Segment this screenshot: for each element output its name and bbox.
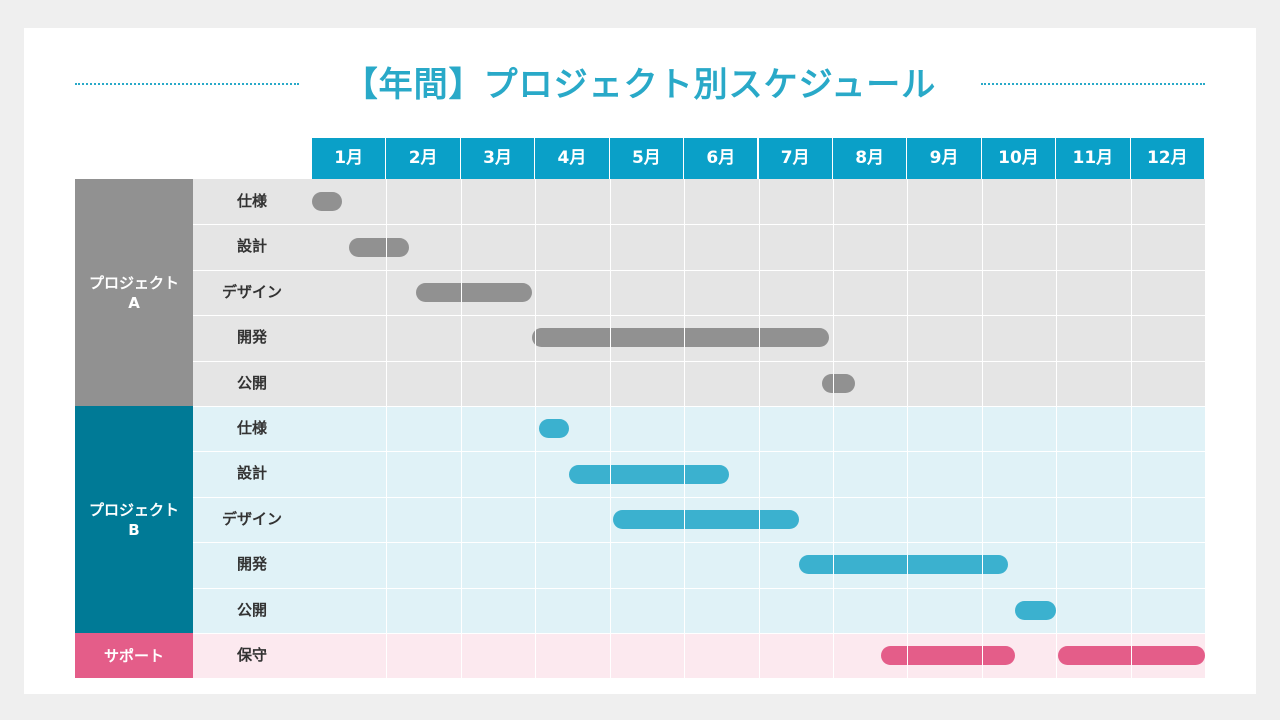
title-divider-right	[981, 83, 1205, 85]
month-header: 6月	[684, 138, 759, 179]
task-bar[interactable]	[881, 646, 1016, 666]
task-label: 仕様	[236, 419, 267, 437]
task-bar[interactable]	[613, 510, 800, 529]
group-label-line1: プロジェクト	[88, 273, 179, 292]
month-divider	[981, 179, 983, 679]
task-label: 公開	[236, 373, 267, 392]
task-bar[interactable]	[568, 464, 729, 484]
group-label-line1: サポート	[103, 646, 164, 665]
group-background	[193, 179, 1205, 406]
row-divider	[193, 269, 1205, 271]
month-header: 5月	[609, 138, 685, 179]
row-divider	[193, 406, 1205, 407]
month-header: 10月	[981, 138, 1057, 179]
month-divider	[535, 179, 537, 679]
title-row: 【年間】プロジェクト別スケジュール	[24, 62, 1256, 112]
task-bar[interactable]	[799, 555, 1008, 575]
slide: 【年間】プロジェクト別スケジュール 1月 2月 3月 4月 5月 6月 7月 8月 9月 10月 1…	[24, 28, 1256, 694]
group-label-line2: B	[128, 520, 140, 539]
month-header: 3月	[460, 138, 536, 179]
row-divider	[193, 633, 1205, 634]
group-label-line1: プロジェクト	[88, 500, 179, 519]
task-label: 公開	[236, 600, 267, 619]
month-divider	[832, 179, 834, 679]
row-divider	[193, 315, 1205, 317]
page-title: 【年間】プロジェクト別スケジュール	[343, 65, 937, 105]
month-header: 9月	[907, 138, 982, 179]
row-divider	[193, 587, 1205, 589]
month-header: 1月	[312, 138, 387, 179]
month-divider	[386, 179, 388, 679]
row-divider	[193, 451, 1205, 453]
month-header: 8月	[832, 138, 908, 179]
task-bar[interactable]	[416, 283, 532, 302]
group-label: プロジェクト A	[75, 179, 193, 406]
task-label: 開発	[236, 555, 267, 574]
gantt-chart: 1月 2月 3月 4月 5月 6月 7月 8月 9月 10月 11月 12月 プロジェクト A 仕様 設計 デザ…	[24, 28, 1256, 694]
month-header: 11月	[1056, 138, 1131, 179]
task-label: 設計	[236, 237, 267, 256]
month-header: 7月	[758, 138, 833, 179]
row-divider	[193, 224, 1205, 226]
task-label: 設計	[236, 464, 267, 483]
row-divider	[193, 542, 1205, 544]
title-divider-left	[75, 83, 299, 85]
task-bar[interactable]	[538, 419, 569, 439]
month-divider	[1056, 179, 1058, 679]
group-label-line2: A	[128, 293, 140, 312]
month-header: 4月	[535, 138, 610, 179]
month-header: 12月	[1130, 138, 1205, 179]
task-bar[interactable]	[821, 373, 856, 393]
month-divider	[609, 179, 611, 679]
task-label: デザイン	[221, 509, 282, 528]
task-label: 開発	[236, 328, 267, 347]
group-label: プロジェクト B	[75, 406, 193, 633]
group-background	[193, 633, 1205, 679]
task-bar[interactable]	[312, 192, 342, 212]
month-divider	[1130, 179, 1132, 679]
month-divider	[907, 179, 909, 679]
task-label: 仕様	[236, 192, 267, 210]
task-bar[interactable]	[349, 237, 409, 257]
row-divider	[193, 496, 1205, 498]
task-bar[interactable]	[1015, 600, 1057, 620]
month-header: 2月	[386, 138, 461, 179]
row-divider	[193, 360, 1205, 362]
task-label: 保守	[236, 646, 267, 664]
group-label: サポート	[75, 633, 193, 679]
task-bar[interactable]	[531, 328, 830, 348]
task-label: デザイン	[221, 282, 282, 301]
month-divider	[684, 179, 686, 679]
month-divider	[460, 179, 462, 679]
month-divider	[758, 179, 760, 679]
